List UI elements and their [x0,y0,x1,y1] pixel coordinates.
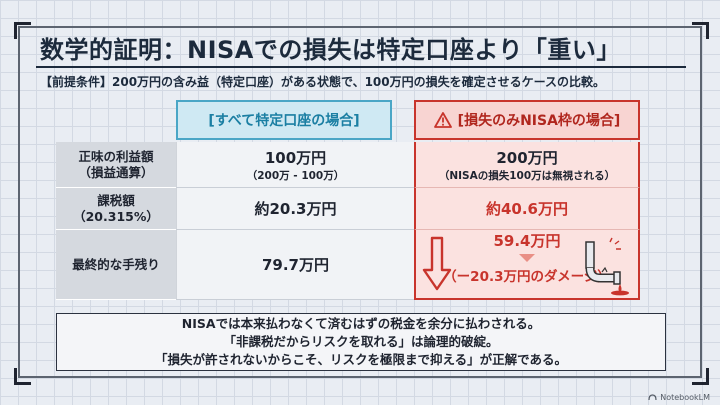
value-main: 79.7万円 [261,256,329,274]
value-sub: （ー20.3万円のダメージ） [443,268,611,285]
cell-net-profit-taxable: 100万円 （200万 - 100万） [176,142,414,188]
header-all-taxable: [すべて特定口座の場合] [176,100,392,140]
frame-corner-br [692,368,709,385]
title-divider [36,66,686,68]
cell-tax-nisa: 約40.6万円 [414,188,640,230]
down-arrow-icon [422,236,452,291]
row-label-final: 最終的な手残り [56,230,176,300]
cell-tax-taxable: 約20.3万円 [176,188,414,230]
cell-final-taxable: 79.7万円 [176,230,414,300]
frame-corner-bl [14,368,31,385]
leaking-pipe-icon [585,237,629,296]
frame-corner-tl [14,22,31,39]
slide-frame [18,26,702,378]
summary-box: NISAでは本来払わなくて済むはずの税金を余分に払わされる。 「非課税だからリス… [56,313,666,371]
value-main: 200万円 [496,148,558,167]
page-title: 数学的証明：NISAでの損失は特定口座より「重い」 [40,36,621,64]
value-sub: （200万 - 100万） [246,169,345,182]
value-main: 100万円 [264,148,327,167]
comparison-table: [すべて特定口座の場合] [損失のみNISA枠の場合] 正味の利益額 （損益通算… [56,100,664,300]
brand-watermark: NotebookLM [648,393,710,402]
summary-line-1: NISAでは本来払わなくて済むはずの税金を余分に払わされる。 [181,316,541,331]
value-main: 約20.3万円 [254,200,337,218]
small-down-arrow [519,253,535,262]
warning-icon [433,112,452,128]
brand-name: NotebookLM [660,393,710,402]
notebooklm-logo-icon [648,394,657,401]
header-all-taxable-label: [すべて特定口座の場合] [208,113,360,129]
value-main: 59.4万円 [493,231,561,250]
value-main: 約40.6万円 [485,200,568,218]
frame-corner-tr [692,22,709,39]
summary-line-3: 「損失が許されないからこそ、リスクを極限まで抑える」が正解である。 [154,352,567,367]
summary-line-2: 「非課税だからリスクを取れる」は論理的破綻。 [223,334,499,349]
premise-text: 【前提条件】200万円の含み益（特定口座）がある状態で、100万円の損失を確定さ… [40,75,606,89]
cell-net-profit-nisa: 200万円 （NISAの損失100万は無視される） [414,142,640,188]
header-nisa-loss-label: [損失のみNISA枠の場合] [457,113,621,129]
value-sub: （NISAの損失100万は無視される） [438,169,616,182]
cell-final-nisa: 59.4万円 （ー20.3万円のダメージ） [414,230,640,300]
header-nisa-loss: [損失のみNISA枠の場合] [414,100,640,140]
row-label-tax: 課税額 （20.315%） [56,188,176,230]
row-label-net-profit: 正味の利益額 （損益通算） [56,142,176,188]
